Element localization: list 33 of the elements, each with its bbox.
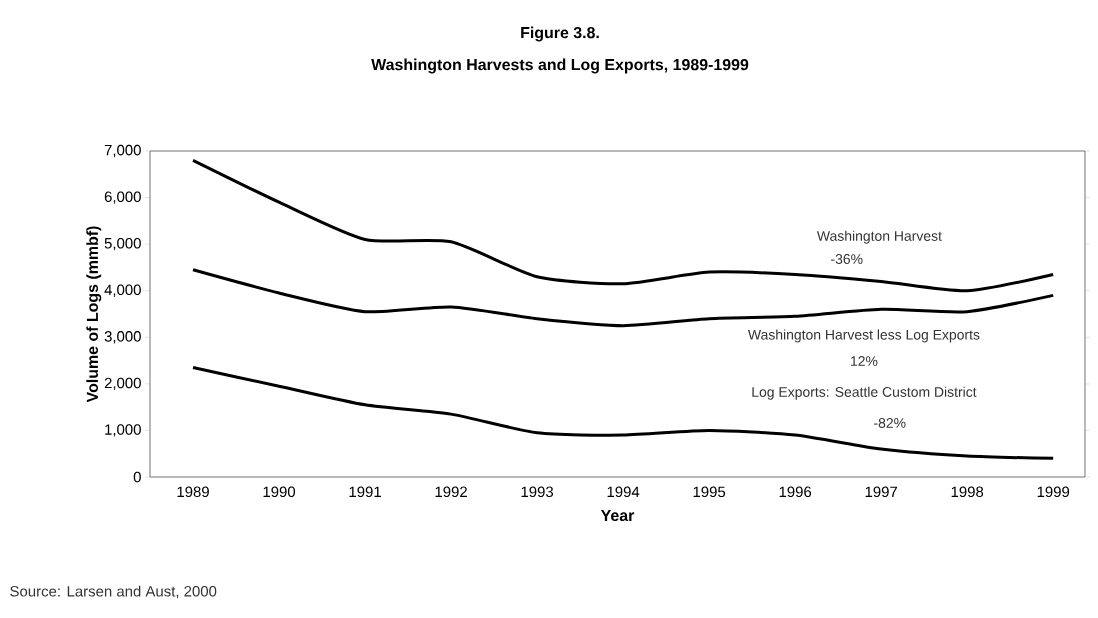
annotation: -82% bbox=[874, 418, 906, 428]
x-tick-label: 1990 bbox=[263, 486, 296, 498]
y-axis-title: Volume of Logs (mmbf) bbox=[86, 226, 102, 403]
chart-subtitle: Washington Harvests and Log Exports, 1989-1999 bbox=[371, 58, 749, 74]
x-tick-label: 1998 bbox=[951, 486, 984, 498]
x-tick-label: 1989 bbox=[177, 486, 209, 498]
y-tick-label: 0 bbox=[133, 471, 141, 483]
line-series bbox=[191, 366, 1055, 460]
y-tick-label: 5,000 bbox=[104, 237, 141, 251]
text: Washington Harvest bbox=[816, 230, 942, 244]
x-tick-label: 1993 bbox=[521, 486, 554, 498]
y-tick-label: 4,000 bbox=[104, 284, 141, 297]
y-tick-label: 1,000 bbox=[105, 424, 141, 437]
chart-title: Figure 3.8. bbox=[521, 26, 599, 42]
source-note: Source: Larsen and Aust, 2000 bbox=[10, 585, 217, 599]
x-tick-label: 1994 bbox=[607, 486, 640, 498]
x-tick-label: 1995 bbox=[693, 486, 726, 498]
x-tick-label: 1997 bbox=[865, 486, 898, 498]
text: Log Exports: Seattle Custom District bbox=[752, 386, 977, 400]
x-axis-title: Year bbox=[600, 509, 635, 522]
x-tick-label: 1999 bbox=[1037, 486, 1070, 498]
y-tick-label: 7,000 bbox=[104, 144, 141, 158]
line-series bbox=[191, 268, 1055, 328]
annotation: 12% bbox=[851, 356, 878, 366]
x-tick-label: 1991 bbox=[349, 486, 381, 498]
series-label: Washington Harvest less Log Exports bbox=[747, 329, 980, 343]
y-tick-label: 2,000 bbox=[104, 377, 141, 391]
x-tick-label: 1992 bbox=[435, 486, 467, 498]
y-tick-label: 6,000 bbox=[104, 191, 141, 204]
x-tick-label: 1996 bbox=[779, 486, 812, 498]
line-series bbox=[191, 158, 1055, 293]
y-tick-label: 3,000 bbox=[104, 331, 141, 344]
annotation: -36% bbox=[831, 254, 863, 264]
